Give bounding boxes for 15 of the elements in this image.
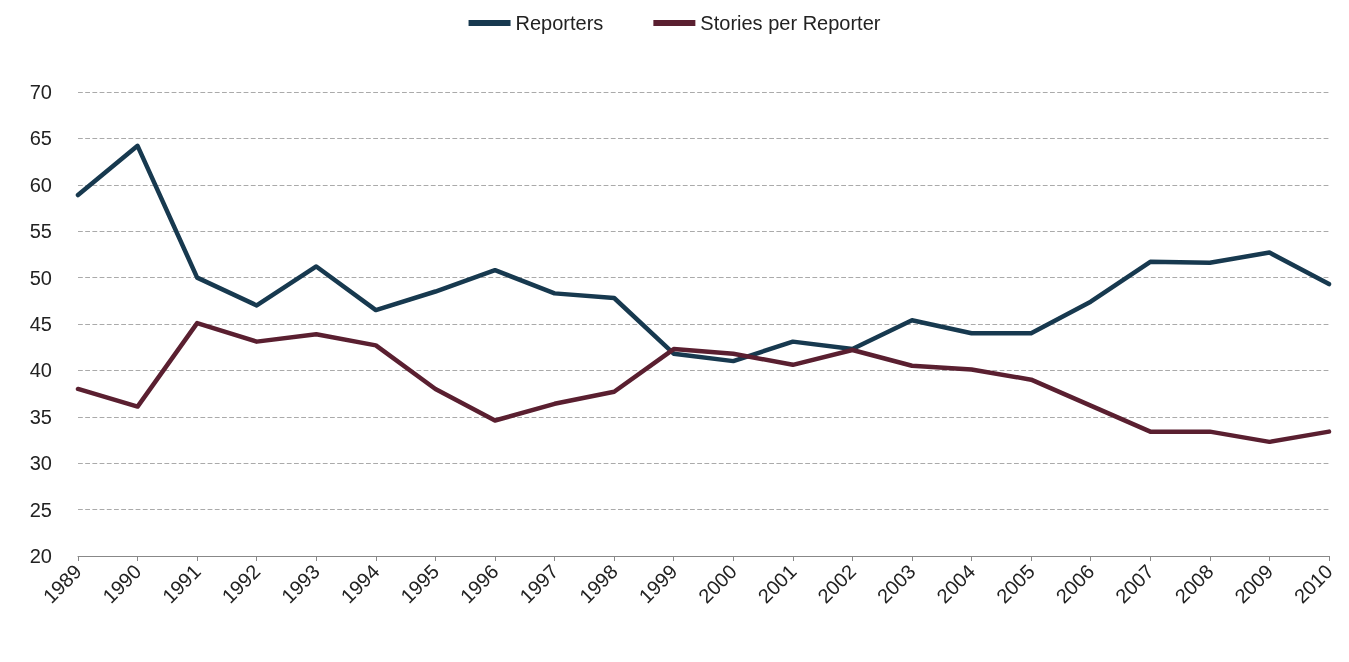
legend-label: Reporters [515, 12, 604, 34]
y-tick-label: 50 [29, 266, 52, 289]
y-tick-label: 70 [29, 81, 52, 103]
y-tick-label: 30 [29, 452, 52, 475]
y-tick-label: 60 [29, 173, 52, 196]
line-series [75, 143, 1332, 364]
line-series [75, 320, 1332, 445]
legend-label: Stories per Reporter [700, 12, 881, 34]
y-tick-label: 20 [29, 545, 52, 567]
y-tick-label: 25 [29, 498, 52, 521]
y-tick-label: 45 [29, 313, 52, 335]
y-tick-label: 35 [29, 405, 52, 428]
y-tick-label: 65 [29, 127, 52, 150]
y-tick-label: 40 [29, 359, 52, 382]
y-tick-label: 55 [29, 220, 52, 243]
